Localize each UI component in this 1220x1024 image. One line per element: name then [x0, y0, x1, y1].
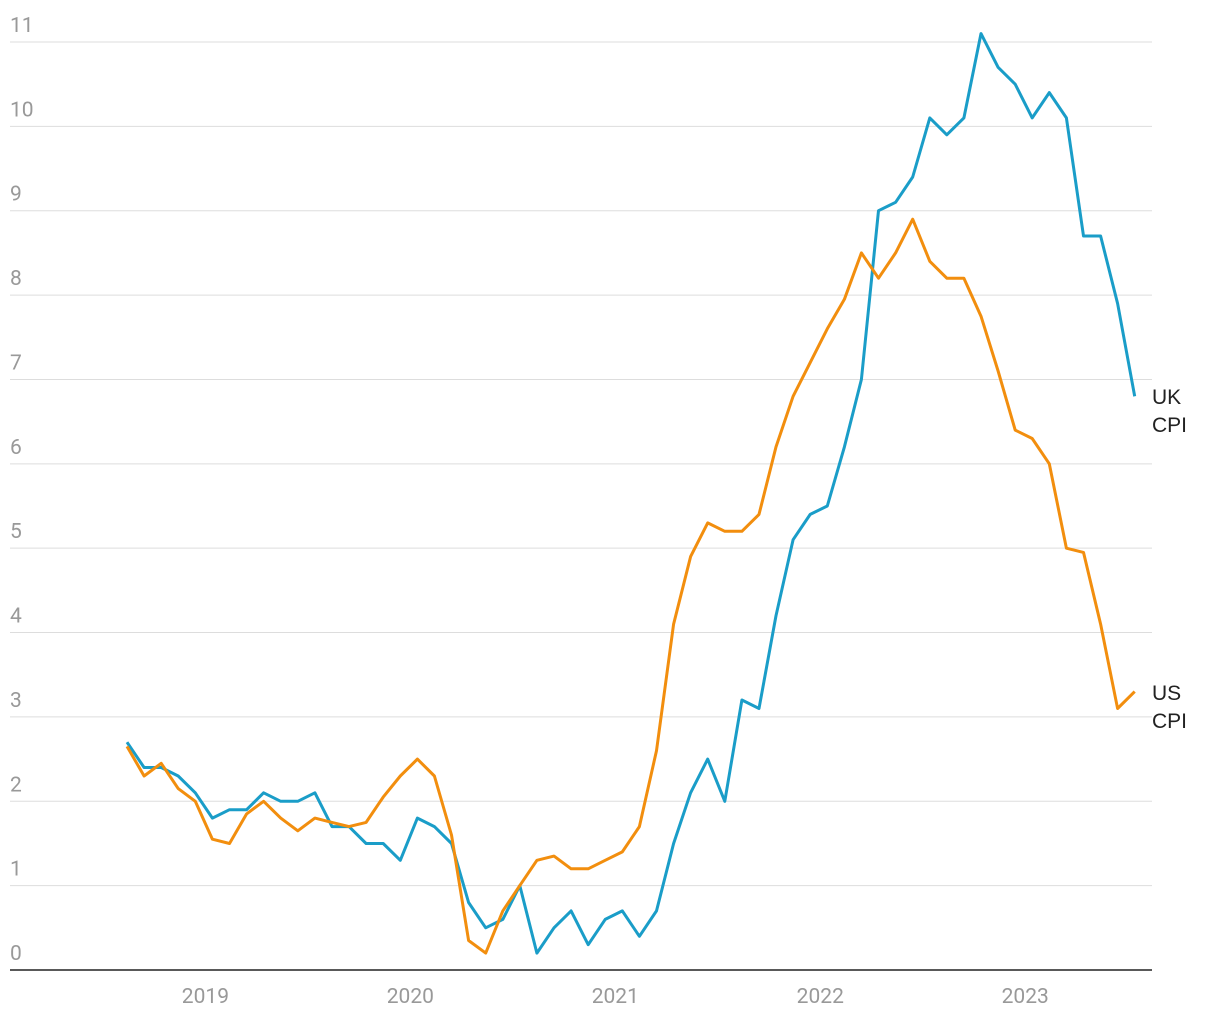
- series-line: [125, 32, 1137, 955]
- y-tick-label: 11: [10, 14, 34, 38]
- series-label: UK CPI: [1152, 386, 1188, 438]
- series-line: [125, 217, 1136, 955]
- x-tick-label: 2022: [797, 985, 844, 1009]
- y-tick-label: 7: [10, 351, 22, 375]
- y-tick-label: 2: [10, 773, 22, 797]
- series-label: US CPI: [1152, 681, 1188, 733]
- y-tick-label: 5: [10, 520, 22, 544]
- y-tick-label: 6: [10, 436, 22, 460]
- y-tick-label: 10: [10, 98, 34, 122]
- y-tick-label: 8: [10, 267, 22, 291]
- y-tick-label: 4: [10, 605, 22, 629]
- y-tick-label: 1: [10, 858, 22, 882]
- x-tick-label: 2023: [1002, 985, 1049, 1009]
- x-tick-label: 2021: [592, 985, 639, 1009]
- x-tick-label: 2020: [387, 985, 434, 1009]
- y-tick-label: 9: [10, 183, 22, 207]
- x-tick-label: 2019: [182, 985, 229, 1009]
- y-tick-label: 3: [10, 689, 22, 713]
- y-tick-label: 0: [10, 942, 22, 966]
